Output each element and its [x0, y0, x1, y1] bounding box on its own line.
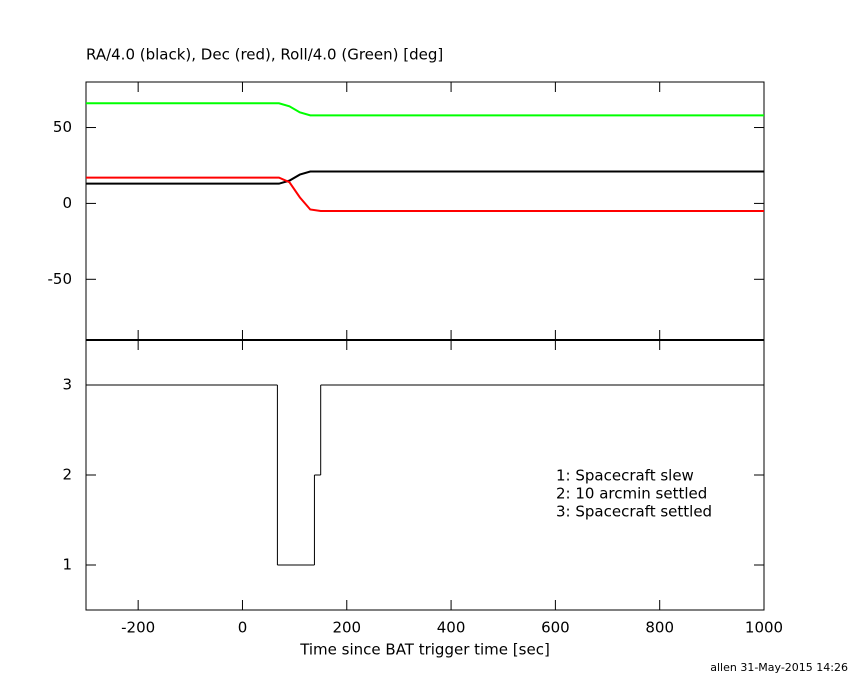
chart-title: RA/4.0 (black), Dec (red), Roll/4.0 (Gre…: [86, 46, 443, 64]
x-axis-label: Time since BAT trigger time [sec]: [299, 641, 550, 659]
data-line: [86, 102, 764, 117]
y-tick-label: 3: [62, 376, 72, 394]
x-tick-label: 800: [645, 619, 674, 637]
annotation: 3: Spacecraft settled: [556, 503, 712, 521]
x-tick-label: 600: [541, 619, 570, 637]
y-tick-label: 50: [53, 118, 72, 136]
y-tick-label: 1: [62, 556, 72, 574]
annotation: 1: Spacecraft slew: [556, 467, 694, 485]
footer: allen 31-May-2015 14:26: [710, 661, 848, 674]
y-tick-label: 0: [62, 194, 72, 212]
data-line: [86, 170, 764, 185]
y-tick-label: -50: [48, 270, 73, 288]
x-tick-label: 200: [332, 619, 361, 637]
x-tick-label: 1000: [745, 619, 783, 637]
annotation: 2: 10 arcmin settled: [556, 485, 707, 503]
data-line: [86, 176, 764, 212]
y-tick-label: 2: [62, 466, 72, 484]
x-tick-label: -200: [121, 619, 155, 637]
x-tick-label: 400: [437, 619, 466, 637]
x-tick-label: 0: [238, 619, 248, 637]
